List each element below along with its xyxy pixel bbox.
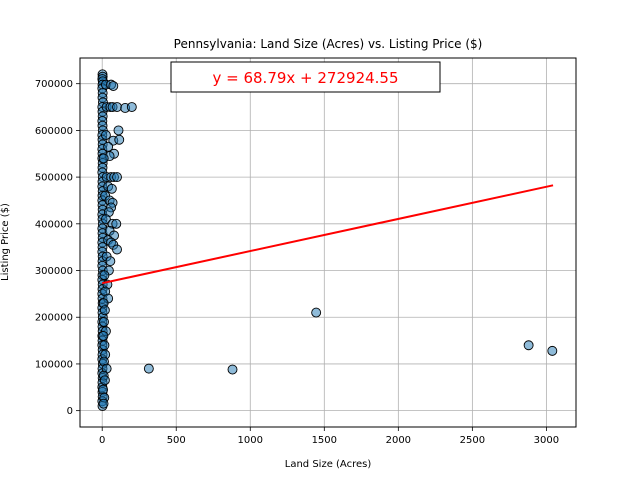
y-tick-label: 400000 xyxy=(35,219,73,230)
data-point xyxy=(108,81,119,91)
data-point xyxy=(103,141,114,152)
data-point xyxy=(114,134,125,145)
regression-line xyxy=(101,184,554,285)
data-points xyxy=(97,69,558,411)
data-point xyxy=(113,125,124,136)
x-tick-label: 2500 xyxy=(460,435,485,446)
data-point xyxy=(99,270,110,281)
x-tick-label: 500 xyxy=(167,435,186,446)
x-axis-label: Land Size (Acres) xyxy=(285,459,372,470)
y-tick-label: 500000 xyxy=(35,173,73,184)
data-point xyxy=(547,345,558,356)
x-axis-ticks: 0 500 1000 1500 2000 2500 3000 xyxy=(99,427,559,446)
data-point xyxy=(100,214,111,225)
x-tick-label: 1500 xyxy=(312,435,337,446)
data-point xyxy=(99,316,109,327)
y-tick-label: 200000 xyxy=(35,313,73,324)
x-tick-label: 1000 xyxy=(238,435,263,446)
data-point xyxy=(111,218,122,229)
y-tick-label: 600000 xyxy=(35,126,73,137)
data-point xyxy=(143,363,154,374)
data-point xyxy=(106,183,117,194)
data-point xyxy=(112,172,122,183)
data-point xyxy=(98,330,109,341)
data-point xyxy=(112,102,122,112)
data-point xyxy=(523,340,534,351)
data-point xyxy=(227,364,238,375)
x-tick-label: 0 xyxy=(99,435,105,446)
y-axis-label: Listing Price ($) xyxy=(0,203,11,281)
data-point xyxy=(99,305,110,316)
data-point xyxy=(105,256,116,267)
x-tick-label: 2000 xyxy=(386,435,411,446)
plot-frame xyxy=(79,57,577,428)
x-tick-label: 3000 xyxy=(534,435,559,446)
data-point xyxy=(99,340,110,351)
data-point xyxy=(98,153,109,164)
y-axis-ticks: 0 100000 200000 300000 400000 500000 600000 700… xyxy=(35,79,80,417)
data-point xyxy=(98,398,109,409)
data-point xyxy=(126,102,137,112)
y-tick-label: 300000 xyxy=(35,266,73,277)
data-point xyxy=(311,307,322,318)
y-tick-label: 700000 xyxy=(35,79,73,90)
y-tick-label: 100000 xyxy=(35,359,73,370)
data-point xyxy=(100,130,111,141)
chart-title: Pennsylvania: Land Size (Acres) vs. List… xyxy=(174,37,483,51)
equation-label: y = 68.79x + 272924.55 xyxy=(212,69,398,87)
data-point xyxy=(112,244,122,255)
equation-annotation: y = 68.79x + 272924.55 xyxy=(170,61,441,93)
data-point xyxy=(99,375,110,386)
plot-area xyxy=(80,58,576,427)
equation-box xyxy=(170,61,441,93)
y-tick-label: 0 xyxy=(67,406,73,417)
